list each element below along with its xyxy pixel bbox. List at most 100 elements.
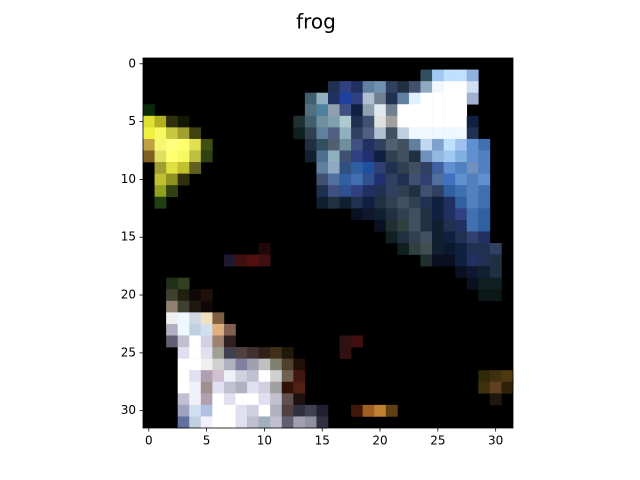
pixel — [316, 138, 329, 151]
pixel — [166, 162, 178, 174]
pixel — [443, 173, 456, 186]
pixel — [455, 254, 468, 267]
pixel — [420, 173, 433, 186]
pixel — [408, 208, 421, 221]
pixel — [200, 335, 213, 348]
pixel — [478, 173, 491, 186]
pixel — [177, 323, 190, 336]
pixel — [166, 323, 178, 336]
pixel — [270, 370, 283, 383]
y-tick-label: 25 — [121, 345, 136, 359]
pixel — [397, 185, 410, 198]
pixel — [270, 381, 283, 394]
pixel — [478, 254, 491, 267]
pixel — [420, 92, 433, 105]
pixel — [408, 115, 421, 128]
pixel — [362, 196, 375, 209]
pixel — [212, 370, 225, 383]
pixel — [316, 104, 329, 117]
pixel — [200, 347, 213, 359]
pixel — [432, 231, 444, 244]
pixel — [247, 370, 259, 383]
pixel — [281, 381, 294, 394]
pixel — [385, 404, 398, 417]
pixel — [281, 416, 294, 429]
pixel — [420, 104, 433, 117]
pixel — [432, 185, 444, 198]
pixel — [362, 173, 375, 186]
pixel — [362, 138, 375, 151]
pixel — [374, 81, 387, 93]
pixel — [200, 358, 213, 371]
pixel — [339, 81, 352, 93]
pixel — [200, 138, 213, 151]
pixel — [316, 196, 329, 209]
pixel — [443, 69, 456, 82]
pixel — [362, 104, 375, 117]
pixel — [293, 127, 306, 140]
pixel — [351, 150, 363, 163]
pixel — [408, 138, 421, 151]
pixel — [166, 173, 178, 186]
pixel — [408, 196, 421, 209]
pixel — [432, 243, 444, 255]
y-tick-label: 15 — [121, 230, 136, 244]
pixel — [432, 138, 444, 151]
pixel — [339, 138, 352, 151]
pixel — [177, 127, 190, 140]
pixel — [223, 404, 236, 417]
x-tick-label: 25 — [430, 434, 445, 448]
pixel — [466, 254, 479, 267]
pixel — [177, 162, 190, 174]
pixel — [420, 81, 433, 93]
pixel — [200, 300, 213, 313]
pixel — [258, 370, 271, 383]
pixel — [351, 104, 363, 117]
pixel — [478, 243, 491, 255]
pixel — [432, 127, 444, 140]
pixel — [374, 196, 387, 209]
pixel — [374, 127, 387, 140]
pixel — [316, 185, 329, 198]
pixel — [443, 196, 456, 209]
pixel — [212, 347, 225, 359]
pixel — [443, 150, 456, 163]
pixel — [374, 185, 387, 198]
x-tick-label: 20 — [372, 434, 387, 448]
pixel — [443, 243, 456, 255]
pixel — [420, 208, 433, 221]
pixel — [385, 115, 398, 128]
pixel — [304, 104, 317, 117]
pixel — [420, 243, 433, 255]
pixel — [316, 162, 329, 174]
pixel — [466, 277, 479, 290]
pixel — [420, 162, 433, 174]
pixel — [189, 381, 202, 394]
pixel — [235, 347, 248, 359]
pixel — [293, 115, 306, 128]
pixel — [235, 254, 248, 267]
pixel — [339, 92, 352, 105]
pixel — [281, 347, 294, 359]
pixel — [166, 150, 178, 163]
pixel — [154, 162, 167, 174]
pixel — [397, 92, 410, 105]
pixel — [466, 162, 479, 174]
pixel — [328, 162, 340, 174]
pixel — [339, 104, 352, 117]
pixel — [212, 358, 225, 371]
pixel — [351, 335, 363, 348]
pixel — [455, 127, 468, 140]
pixel — [362, 127, 375, 140]
pixel — [385, 138, 398, 151]
pixel — [478, 289, 491, 302]
pixel — [466, 127, 479, 140]
pixel — [247, 393, 259, 406]
pixel — [304, 115, 317, 128]
pixel — [154, 196, 167, 209]
pixel — [478, 196, 491, 209]
pixel — [177, 138, 190, 151]
pixel — [455, 115, 468, 128]
pixel — [432, 150, 444, 163]
pixel — [281, 358, 294, 371]
